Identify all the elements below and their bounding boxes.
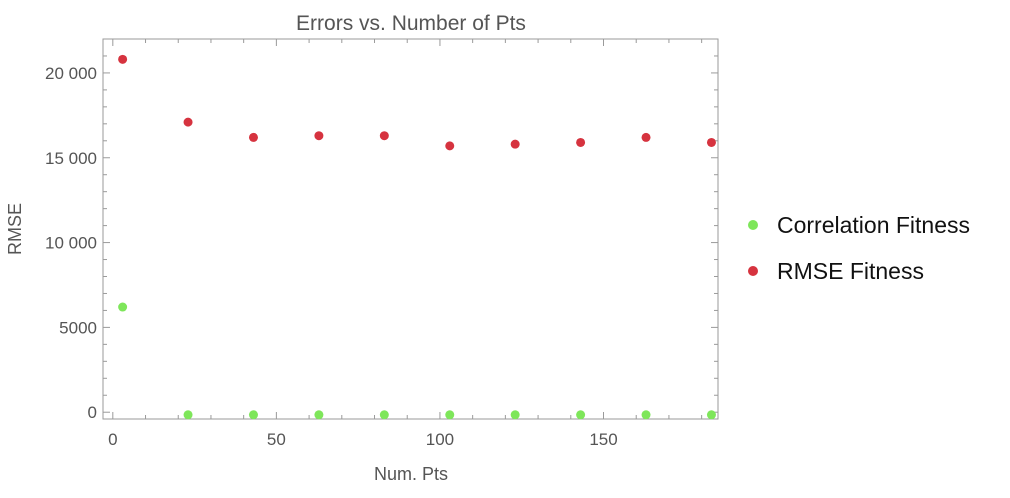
rmse-fitness-point <box>379 131 389 141</box>
legend-label: Correlation Fitness <box>777 212 970 238</box>
legend-marker <box>748 266 758 276</box>
correlation-fitness-point <box>576 410 586 420</box>
x-axis-title: Num. Pts <box>374 464 448 484</box>
correlation-fitness-point <box>183 410 193 420</box>
chart-title: Errors vs. Number of Pts <box>296 12 526 35</box>
rmse-fitness-point <box>445 141 455 151</box>
x-axis: 0 50 100 150 <box>108 39 703 449</box>
plot-frame <box>102 38 719 420</box>
x-tick-label: 50 <box>267 430 286 449</box>
rmse-fitness-point <box>576 137 586 147</box>
rmse-fitness-point <box>248 132 258 142</box>
rmse-fitness-point <box>314 131 324 141</box>
y-tick-label: 10 000 <box>45 234 97 253</box>
x-tick-label: 100 <box>426 430 454 449</box>
correlation-fitness-point <box>314 410 324 420</box>
legend-label: RMSE Fitness <box>777 258 924 284</box>
legend: Correlation Fitness RMSE Fitness <box>748 212 970 284</box>
rmse-fitness-point <box>706 137 716 147</box>
correlation-fitness-point <box>379 410 389 420</box>
correlation-fitness-point <box>445 410 455 420</box>
y-tick-label: 5000 <box>59 318 97 337</box>
x-tick-label: 0 <box>108 430 117 449</box>
y-tick-label: 15 000 <box>45 149 97 168</box>
correlation-fitness-point <box>248 410 258 420</box>
rmse-fitness-point <box>510 139 520 149</box>
legend-marker <box>748 220 758 230</box>
rmse-fitness-point <box>118 54 128 64</box>
y-axis: 0 5000 10 000 15 000 20 000 <box>45 38 718 422</box>
correlation-fitness-point <box>118 302 128 312</box>
data-points <box>118 54 716 420</box>
x-tick-label: 150 <box>589 430 617 449</box>
correlation-fitness-point <box>641 410 651 420</box>
rmse-fitness-point <box>641 132 651 142</box>
rmse-fitness-point <box>183 117 193 127</box>
correlation-fitness-point <box>706 410 716 420</box>
y-tick-label: 0 <box>88 403 97 422</box>
correlation-fitness-point <box>510 410 520 420</box>
y-tick-label: 20 000 <box>45 64 97 83</box>
y-axis-title: RMSE <box>5 203 25 255</box>
